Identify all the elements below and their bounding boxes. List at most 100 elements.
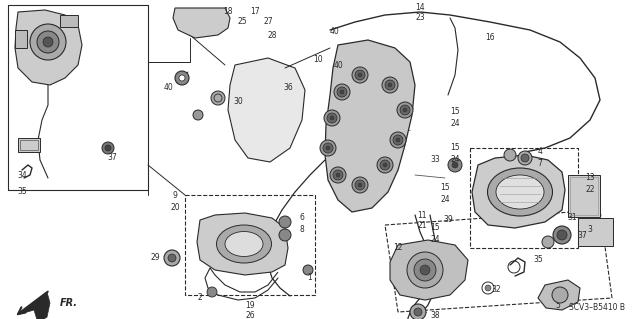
Circle shape (211, 91, 225, 105)
Circle shape (553, 226, 571, 244)
Circle shape (352, 177, 368, 193)
Circle shape (37, 31, 59, 53)
Circle shape (168, 254, 176, 262)
Polygon shape (325, 40, 415, 212)
Text: 37: 37 (107, 153, 117, 162)
Circle shape (336, 173, 340, 177)
Polygon shape (390, 240, 468, 300)
Text: 20: 20 (170, 203, 180, 211)
Bar (568, 175, 600, 217)
Text: 9: 9 (173, 190, 177, 199)
Circle shape (396, 138, 400, 142)
Circle shape (333, 170, 343, 180)
Text: 1: 1 (308, 273, 312, 283)
Ellipse shape (496, 175, 544, 209)
Circle shape (330, 167, 346, 183)
Text: SCV3–B5410 B: SCV3–B5410 B (569, 303, 625, 313)
Text: 15: 15 (440, 183, 450, 192)
Polygon shape (17, 292, 50, 319)
Circle shape (337, 87, 347, 97)
Polygon shape (538, 280, 580, 310)
Ellipse shape (216, 225, 271, 263)
Text: 29: 29 (150, 254, 160, 263)
Circle shape (377, 157, 393, 173)
Circle shape (320, 140, 336, 156)
Circle shape (279, 229, 291, 241)
Text: 22: 22 (585, 186, 595, 195)
Circle shape (30, 24, 66, 60)
Text: 26: 26 (245, 311, 255, 319)
Text: 37: 37 (577, 231, 587, 240)
Bar (570, 177, 598, 215)
Circle shape (452, 162, 458, 168)
Circle shape (334, 84, 350, 100)
Text: 30: 30 (233, 98, 243, 107)
Circle shape (518, 151, 532, 165)
Polygon shape (197, 213, 288, 275)
Text: 15: 15 (430, 224, 440, 233)
Circle shape (504, 149, 516, 161)
Circle shape (410, 304, 426, 319)
Text: 4: 4 (538, 147, 543, 157)
Text: 2: 2 (198, 293, 202, 302)
Circle shape (279, 216, 291, 228)
Bar (18, 138, 40, 152)
Circle shape (355, 180, 365, 190)
Circle shape (552, 287, 568, 303)
Circle shape (179, 75, 185, 81)
Circle shape (380, 160, 390, 170)
Circle shape (448, 158, 462, 172)
Polygon shape (472, 155, 565, 228)
Circle shape (557, 230, 567, 240)
Bar (60, 15, 78, 27)
Circle shape (43, 37, 53, 47)
Circle shape (326, 146, 330, 150)
Text: 35: 35 (533, 256, 543, 264)
Polygon shape (15, 10, 82, 85)
Text: 36: 36 (283, 84, 293, 93)
Text: 32: 32 (491, 286, 501, 294)
Circle shape (397, 102, 413, 118)
Circle shape (352, 67, 368, 83)
Circle shape (303, 265, 313, 275)
Text: 11: 11 (417, 211, 427, 219)
Bar (470, 148, 578, 248)
Text: 8: 8 (300, 226, 305, 234)
Text: 18: 18 (223, 8, 233, 17)
Text: 24: 24 (430, 235, 440, 244)
Text: 38: 38 (430, 311, 440, 319)
Circle shape (400, 105, 410, 115)
Text: 13: 13 (585, 174, 595, 182)
Bar (578, 218, 613, 246)
Circle shape (323, 143, 333, 153)
Ellipse shape (225, 232, 263, 256)
Text: 21: 21 (417, 221, 427, 231)
Circle shape (485, 285, 491, 291)
Text: 15: 15 (450, 144, 460, 152)
Text: 40: 40 (330, 27, 340, 36)
Circle shape (383, 163, 387, 167)
Circle shape (164, 250, 180, 266)
Circle shape (193, 110, 203, 120)
Bar (185, 195, 315, 295)
Text: 28: 28 (268, 31, 276, 40)
Text: 24: 24 (450, 120, 460, 129)
Circle shape (420, 265, 430, 275)
Circle shape (414, 308, 422, 316)
Circle shape (407, 252, 443, 288)
Circle shape (521, 154, 529, 162)
Text: 19: 19 (245, 300, 255, 309)
Text: 25: 25 (237, 18, 247, 26)
Polygon shape (228, 58, 305, 162)
Circle shape (105, 145, 111, 151)
Text: 6: 6 (300, 213, 305, 222)
Circle shape (327, 113, 337, 123)
Circle shape (358, 183, 362, 187)
Text: 27: 27 (263, 18, 273, 26)
Text: 34: 34 (17, 170, 27, 180)
Text: 23: 23 (415, 13, 425, 23)
Circle shape (175, 71, 189, 85)
Circle shape (390, 132, 406, 148)
Circle shape (358, 73, 362, 77)
Text: 40: 40 (163, 84, 173, 93)
